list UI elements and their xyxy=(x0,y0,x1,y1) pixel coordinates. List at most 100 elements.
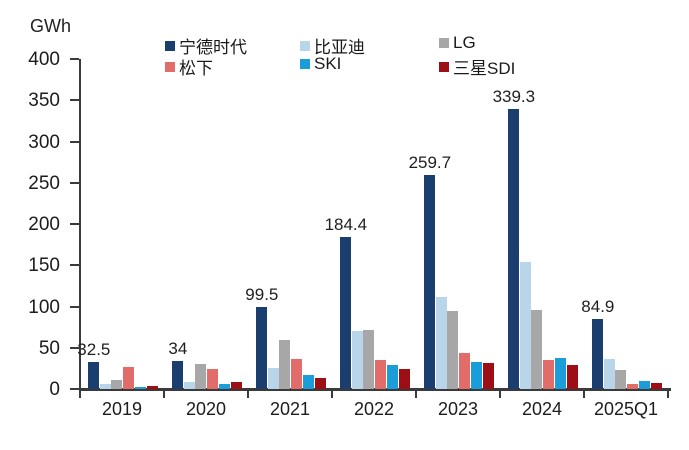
bar-比亚迪-2023 xyxy=(435,297,447,389)
legend-item-松下: 松下 xyxy=(165,54,213,79)
x-axis-tick xyxy=(331,390,333,398)
x-axis-category-label: 2025Q1 xyxy=(593,399,659,419)
bar-三星SDI-2020 xyxy=(230,382,242,389)
y-axis-tick-label: 50 xyxy=(38,337,60,359)
x-axis-tick xyxy=(583,390,585,398)
bar-松下-2019 xyxy=(123,366,135,389)
bar-value-label: 34 xyxy=(168,338,188,358)
x-axis-tick xyxy=(163,390,165,398)
legend-label: 宁德时代 xyxy=(179,38,247,57)
bar-松下-2022 xyxy=(375,360,387,389)
legend-label: LG xyxy=(453,33,476,52)
bar-LG-2025Q1 xyxy=(615,370,627,389)
legend-swatch-icon xyxy=(300,59,310,69)
x-axis-tick xyxy=(247,390,249,398)
x-axis-category-label: 2019 xyxy=(101,399,143,419)
y-axis-tick-label: 0 xyxy=(49,379,60,400)
bar-比亚迪-2020 xyxy=(183,382,195,389)
bar-松下-2021 xyxy=(291,359,303,389)
x-axis-category-label: 2022 xyxy=(353,399,395,419)
y-axis-tick xyxy=(70,223,79,225)
x-axis-category-label: 2020 xyxy=(185,399,227,419)
bar-三星SDI-2025Q1 xyxy=(650,383,662,389)
bar-比亚迪-2025Q1 xyxy=(603,359,615,389)
bar-比亚迪-2019 xyxy=(99,384,111,389)
bar-SKI-2021 xyxy=(302,374,314,389)
bar-SKI-2022 xyxy=(386,365,398,389)
y-axis-tick-label: 350 xyxy=(28,90,60,112)
legend-swatch-icon xyxy=(165,40,175,51)
bar-比亚迪-2021 xyxy=(267,367,279,389)
bar-SKI-2024 xyxy=(554,357,566,389)
y-axis-tick xyxy=(70,58,79,60)
bar-LG-2023 xyxy=(447,310,459,389)
bar-value-label: 339.3 xyxy=(492,87,536,107)
bar-SKI-2019 xyxy=(134,387,146,389)
y-axis-tick xyxy=(70,388,79,390)
y-axis-tick xyxy=(70,305,79,308)
y-axis-tick xyxy=(70,140,79,143)
y-axis-tick-label: 100 xyxy=(28,296,60,318)
legend-label: 松下 xyxy=(179,59,213,78)
bar-value-label: 32.5 xyxy=(77,340,111,360)
x-axis-tick xyxy=(415,390,417,398)
x-axis-tick xyxy=(79,390,81,398)
bar-宁德时代-2019 xyxy=(88,362,99,389)
bar-三星SDI-2019 xyxy=(146,386,158,389)
y-axis-line xyxy=(79,58,81,391)
legend-swatch-icon xyxy=(439,61,449,72)
legend-swatch-icon xyxy=(300,40,310,51)
x-axis-line xyxy=(79,388,671,391)
x-axis-category-label: 2024 xyxy=(521,399,563,419)
y-axis-tick-label: 150 xyxy=(28,255,60,277)
legend-swatch-icon xyxy=(165,61,175,72)
legend-item-宁德时代: 宁德时代 xyxy=(165,33,247,58)
legend-item-LG: LG xyxy=(439,33,476,53)
y-axis-tick-label: 300 xyxy=(28,131,60,153)
bar-三星SDI-2022 xyxy=(398,369,410,389)
bar-SKI-2023 xyxy=(470,361,482,389)
y-axis-tick xyxy=(70,346,79,349)
y-axis-tick-label: 400 xyxy=(28,49,60,70)
bar-LG-2020 xyxy=(195,364,207,389)
bar-松下-2025Q1 xyxy=(627,384,639,389)
y-axis-tick-label: 250 xyxy=(28,172,60,194)
y-axis-unit-label: GWh xyxy=(30,16,72,36)
bar-value-label: 99.5 xyxy=(245,284,279,304)
y-axis-tick xyxy=(70,264,79,267)
bar-比亚迪-2022 xyxy=(351,331,363,389)
bar-三星SDI-2023 xyxy=(482,363,494,389)
x-axis-category-label: 2021 xyxy=(269,399,311,419)
bar-松下-2020 xyxy=(207,369,219,389)
bar-宁德时代-2023 xyxy=(424,174,435,389)
bar-三星SDI-2024 xyxy=(566,365,578,389)
bar-SKI-2020 xyxy=(218,384,230,389)
x-axis-category-label: 2023 xyxy=(437,399,479,419)
bar-SKI-2025Q1 xyxy=(638,380,650,389)
legend-label: 三星SDI xyxy=(453,59,516,78)
bar-宁德时代-2025Q1 xyxy=(592,318,603,389)
bar-三星SDI-2021 xyxy=(314,378,326,389)
bar-LG-2024 xyxy=(531,309,543,389)
bar-松下-2024 xyxy=(543,360,555,389)
x-axis-tick xyxy=(499,390,501,398)
bar-比亚迪-2024 xyxy=(519,261,531,389)
y-axis-tick xyxy=(70,99,79,102)
bar-宁德时代-2022 xyxy=(340,236,351,389)
bar-宁德时代-2020 xyxy=(172,360,183,389)
legend-label: SKI xyxy=(314,54,342,73)
x-axis-tick xyxy=(667,390,669,398)
legend-item-SKI: SKI xyxy=(300,54,341,74)
bar-宁德时代-2024 xyxy=(508,109,519,389)
bar-value-label: 84.9 xyxy=(581,296,615,316)
bar-value-label: 259.7 xyxy=(408,152,452,172)
bar-LG-2022 xyxy=(363,330,375,389)
legend-label: 比亚迪 xyxy=(314,38,365,57)
bar-value-label: 184.4 xyxy=(324,214,368,234)
bar-LG-2021 xyxy=(279,340,291,389)
bar-松下-2023 xyxy=(459,352,471,389)
y-axis-tick-label: 200 xyxy=(28,214,60,235)
bar-LG-2019 xyxy=(111,379,123,389)
y-axis-tick xyxy=(70,181,79,184)
